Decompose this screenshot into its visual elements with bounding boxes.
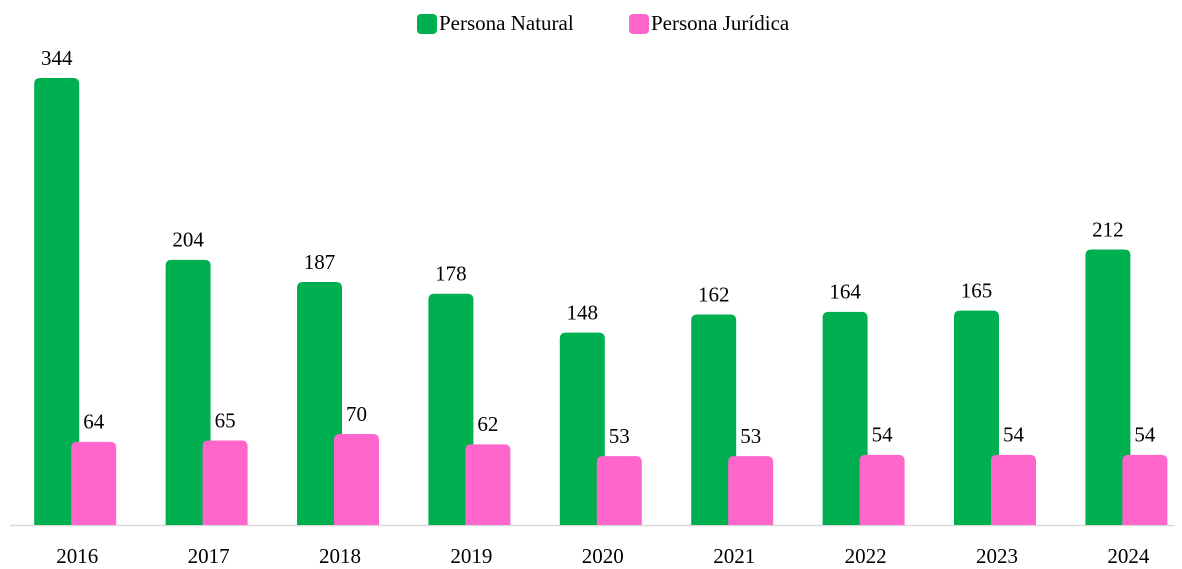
legend-swatch <box>417 14 437 34</box>
data-label: 164 <box>829 280 861 304</box>
data-label: 54 <box>1003 423 1025 447</box>
data-label: 62 <box>477 412 498 436</box>
data-label: 165 <box>961 278 993 302</box>
bar <box>859 454 905 525</box>
legend-label: Persona Natural <box>439 11 574 35</box>
data-label: 148 <box>567 300 599 324</box>
x-tick-label: 2016 <box>56 544 98 568</box>
bar <box>559 332 605 525</box>
data-label: 54 <box>1134 423 1156 447</box>
data-label: 187 <box>304 250 336 274</box>
bar <box>334 434 379 525</box>
legend-swatch <box>629 14 649 34</box>
data-label: 162 <box>698 282 730 306</box>
data-label: 53 <box>740 424 761 448</box>
legend-label: Persona Jurídica <box>651 11 790 35</box>
bar <box>596 456 642 525</box>
bar <box>1085 249 1131 525</box>
bar <box>34 78 80 525</box>
bar <box>691 314 737 525</box>
data-label: 53 <box>609 424 630 448</box>
x-tick-label: 2018 <box>319 544 361 568</box>
bar <box>297 282 342 525</box>
bar <box>954 310 999 525</box>
data-label: 344 <box>41 46 73 70</box>
x-tick-label: 2023 <box>976 544 1018 568</box>
data-label: 54 <box>872 423 894 447</box>
data-label: 204 <box>172 228 204 252</box>
bar <box>202 440 248 525</box>
x-tick-label: 2020 <box>582 544 624 568</box>
x-tick-label: 2024 <box>1107 544 1150 568</box>
bar <box>465 444 511 525</box>
bar <box>822 311 868 525</box>
data-label: 178 <box>435 262 467 286</box>
x-tick-label: 2022 <box>845 544 887 568</box>
x-tick-label: 2019 <box>450 544 492 568</box>
bar <box>728 456 774 525</box>
x-tick-label: 2021 <box>713 544 755 568</box>
data-label: 70 <box>346 402 367 426</box>
bar <box>991 454 1036 525</box>
data-label: 64 <box>83 410 105 434</box>
data-label: 65 <box>215 408 236 432</box>
bar <box>428 293 474 525</box>
bar <box>1122 454 1168 525</box>
bar <box>71 441 117 525</box>
x-tick-label: 2017 <box>188 544 230 568</box>
data-label: 212 <box>1092 217 1124 241</box>
bar <box>165 259 211 525</box>
